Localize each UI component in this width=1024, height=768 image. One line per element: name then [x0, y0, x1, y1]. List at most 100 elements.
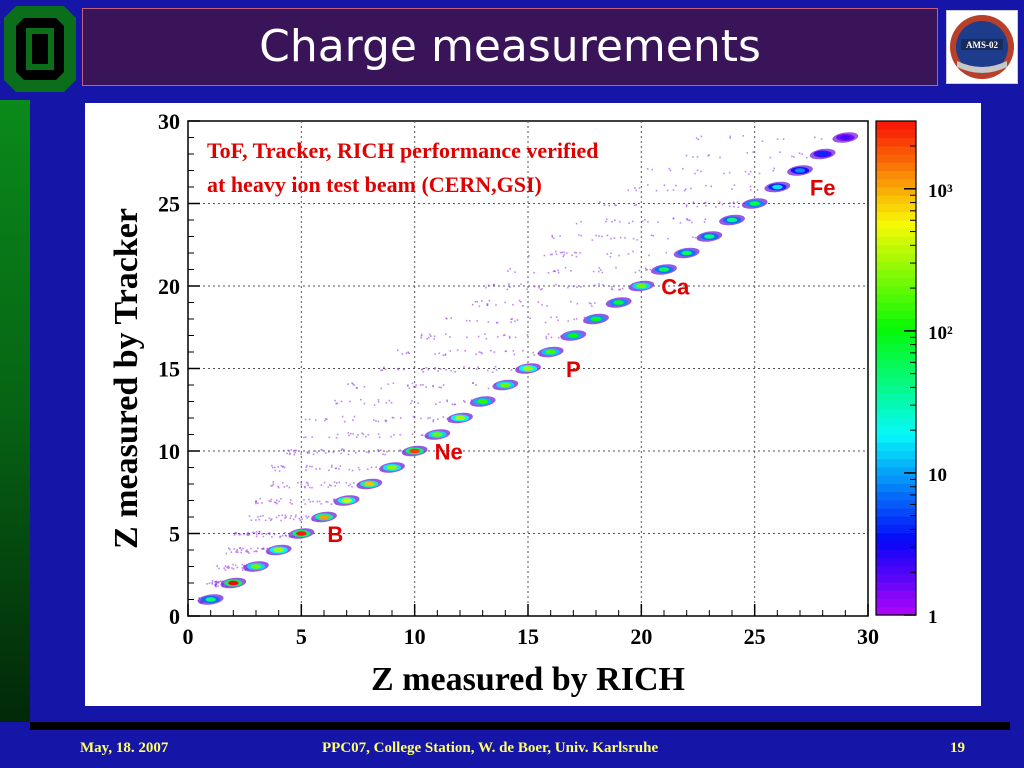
scatter-point — [396, 349, 399, 352]
scatter-point — [522, 305, 524, 307]
scatter-point — [480, 351, 482, 354]
scatter-point — [225, 552, 228, 555]
scatter-point — [257, 502, 259, 505]
scatter-point — [335, 482, 338, 484]
scatter-point — [241, 563, 244, 566]
scatter-point — [295, 449, 298, 452]
scatter-point — [475, 384, 477, 386]
scatter-point — [690, 221, 693, 224]
cluster-core-z2 — [228, 580, 239, 586]
cluster-core-z18 — [590, 316, 602, 322]
scatter-point — [284, 514, 287, 517]
scatter-point — [685, 154, 688, 157]
colorbar-segment — [876, 162, 916, 171]
scatter-point — [552, 237, 555, 240]
scatter-point — [544, 321, 547, 324]
scatter-point — [652, 234, 655, 237]
scatter-point — [277, 466, 280, 468]
scatter-point — [306, 451, 309, 454]
scatter-point — [314, 450, 317, 453]
scatter-point — [433, 338, 436, 340]
scatter-point — [268, 532, 271, 535]
scatter-point — [576, 302, 579, 305]
scatter-point — [435, 403, 437, 406]
scatter-point — [471, 303, 474, 306]
scatter-point — [446, 417, 449, 420]
scatter-point — [303, 436, 305, 439]
scatter-point — [286, 452, 288, 455]
scatter-point — [707, 154, 710, 157]
colorbar-segment — [876, 442, 916, 451]
scatter-point — [487, 387, 490, 390]
colorbar-segment — [876, 582, 916, 591]
scatter-point — [518, 299, 521, 302]
scatter-point — [419, 384, 422, 386]
scatter-point — [541, 304, 543, 306]
scatter-point — [551, 236, 554, 238]
colorbar-segment — [876, 524, 916, 534]
scatter-point — [221, 581, 223, 583]
scatter-point — [464, 401, 466, 403]
cluster-core-z28 — [817, 151, 828, 157]
scatter-point — [308, 452, 311, 454]
scatter-point — [396, 367, 399, 370]
scatter-point — [327, 501, 329, 503]
scatter-point — [341, 448, 343, 450]
scatter-point — [384, 368, 387, 371]
scatter-point — [647, 184, 649, 186]
scatter-point — [421, 368, 424, 370]
scatter-point — [232, 568, 235, 570]
scatter-point — [243, 533, 245, 536]
scatter-point — [528, 254, 530, 257]
scatter-point — [434, 368, 436, 370]
scatter-point — [591, 239, 594, 241]
scatter-point — [271, 536, 273, 538]
colorbar-segment — [876, 458, 916, 468]
scatter-point — [422, 383, 424, 386]
scatter-point — [494, 365, 497, 368]
scatter-point — [288, 486, 291, 489]
scatter-point — [486, 304, 489, 306]
scatter-point — [599, 201, 601, 203]
scatter-point — [495, 304, 497, 306]
scatter-point — [349, 400, 351, 403]
scatter-point — [744, 170, 747, 173]
slide-title: Charge measurements — [259, 21, 761, 72]
scatter-point — [311, 465, 313, 468]
scatter-point — [422, 371, 424, 373]
cluster-core-z10 — [409, 448, 420, 454]
scatter-point — [274, 501, 276, 504]
scatter-point — [289, 452, 291, 455]
scatter-point — [256, 547, 259, 550]
scatter-point — [216, 565, 219, 567]
scatter-point — [320, 502, 323, 505]
scatter-point — [411, 382, 414, 385]
scatter-point — [217, 585, 219, 587]
scatter-point — [273, 466, 276, 469]
scatter-point — [543, 254, 546, 257]
scatter-point — [805, 156, 808, 159]
scatter-point — [304, 418, 307, 421]
scatter-point — [324, 419, 326, 422]
scatter-point — [565, 252, 568, 254]
colorbar-segment — [876, 368, 916, 377]
scatter-point — [270, 498, 273, 501]
scatter-point — [353, 415, 356, 418]
scatter-point — [265, 533, 267, 536]
scatter-point — [657, 221, 659, 224]
scatter-point — [694, 236, 697, 239]
scatter-point — [240, 549, 243, 551]
scatter-point — [434, 353, 436, 355]
scatter-point — [357, 434, 359, 436]
colorbar-segment — [876, 145, 916, 155]
scatter-point — [231, 567, 233, 569]
colorbar-segment — [876, 491, 916, 501]
scatter-point — [360, 398, 362, 401]
scatter-point — [559, 235, 561, 237]
colorbar-segment — [876, 598, 916, 608]
scatter-point — [252, 531, 254, 534]
scatter-point — [289, 501, 292, 504]
scatter-point — [367, 468, 369, 470]
scatter-point — [384, 419, 387, 422]
scatter-point — [351, 469, 354, 472]
